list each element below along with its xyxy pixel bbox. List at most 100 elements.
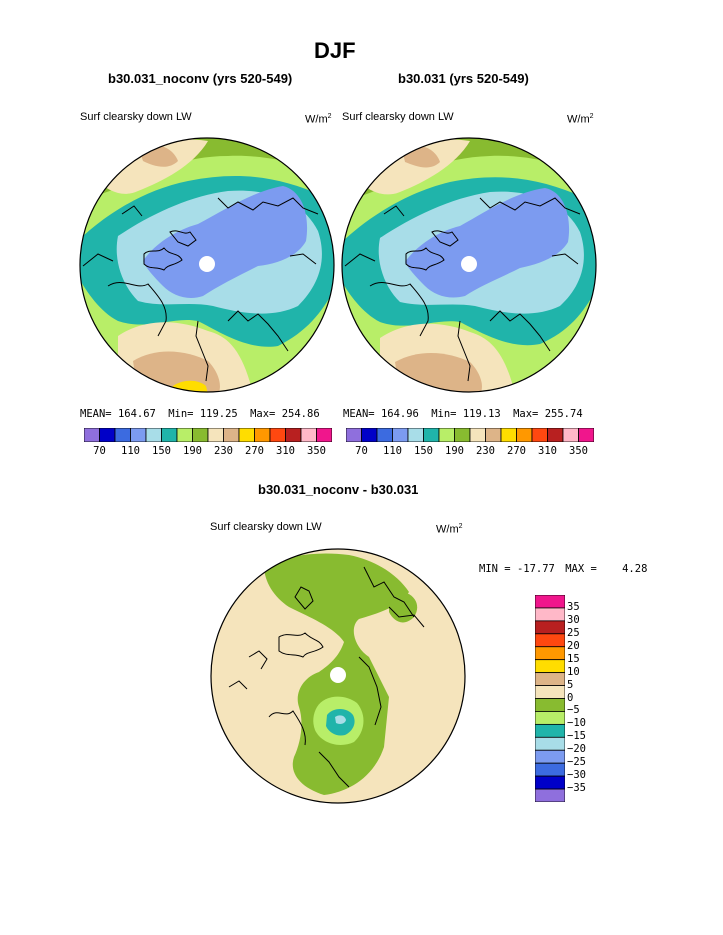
pole-marker	[461, 256, 477, 272]
panel2-stats: MEAN= 164.96 Min= 119.13 Max= 255.74	[343, 408, 583, 420]
colorbar-swatch	[535, 711, 565, 725]
colorbar-swatch	[84, 428, 100, 442]
colorbar-swatch	[535, 736, 565, 751]
colorbar-tick-label: −5	[567, 704, 580, 717]
map-region-blue	[143, 186, 308, 298]
colorbar-swatch	[535, 620, 565, 635]
colorbar-swatch	[207, 428, 224, 442]
colorbar-tick-label: 70	[93, 445, 106, 457]
colorbar-swatch	[361, 428, 378, 442]
colorbar-tick-label: −15	[567, 730, 586, 743]
colorbar-swatch	[535, 595, 565, 609]
map-region-cyan	[335, 715, 346, 724]
diff-variable-label: Surf clearsky down LW	[210, 521, 322, 533]
colorbar-swatch	[535, 698, 565, 712]
map-boundary	[79, 137, 335, 393]
coastlines	[228, 566, 425, 788]
panel1-stats: MEAN= 164.67 Min= 119.25 Max= 254.86	[80, 408, 320, 420]
colorbar-swatch	[535, 775, 565, 790]
colorbar-tick-label: 20	[567, 639, 580, 652]
colorbar-swatch	[161, 428, 178, 442]
colorbar-tick-label: 150	[152, 445, 171, 457]
colorbar-tick-label: 110	[383, 445, 402, 457]
colorbar-tick-label: 270	[245, 445, 264, 457]
colorbar-tick-label: −30	[567, 769, 586, 782]
colorbar-swatch	[238, 428, 255, 442]
coastlines	[344, 197, 581, 382]
colorbar-tick-label: 190	[445, 445, 464, 457]
colorbar-tick-label: −10	[567, 717, 586, 730]
page-title: DJF	[314, 38, 356, 63]
colorbar-swatch	[547, 428, 564, 442]
colorbar-swatch	[535, 749, 565, 764]
diff-units: W/m2	[436, 523, 463, 536]
colorbar-swatch	[423, 428, 440, 442]
colorbar-tick-label: 350	[569, 445, 588, 457]
colorbar-tick-label: −35	[567, 782, 586, 795]
map-boundary	[210, 548, 466, 804]
colorbar-swatch	[376, 428, 393, 442]
colorbar-swatch	[535, 633, 565, 648]
colorbar-swatch	[454, 428, 471, 442]
panel1-run-title: b30.031_noconv (yrs 520-549)	[108, 71, 293, 86]
colorbar-tick-label: 70	[355, 445, 368, 457]
colorbar-swatch	[535, 646, 565, 661]
colorbar-swatch	[535, 659, 565, 674]
colorbar-swatch	[192, 428, 209, 442]
colorbar-swatch	[516, 428, 533, 442]
pole-marker	[199, 256, 215, 272]
colorbar-tick-label: 5	[567, 678, 574, 691]
colorbar-swatch	[114, 428, 131, 442]
panel1-polar-map	[79, 137, 335, 393]
colorbar-tick-label: 10	[567, 665, 580, 678]
colorbar-swatch	[535, 672, 565, 686]
colorbar-swatch	[269, 428, 286, 442]
colorbar-swatch	[99, 428, 116, 442]
panel1-colorbar	[84, 428, 332, 442]
colorbar-swatch	[485, 428, 502, 442]
colorbar-swatch	[535, 607, 565, 622]
coastlines	[82, 197, 319, 382]
colorbar-swatch	[562, 428, 579, 442]
map-region-blue	[405, 188, 570, 298]
colorbar-swatch	[531, 428, 548, 442]
colorbar-swatch	[407, 428, 424, 442]
colorbar-swatch	[392, 428, 409, 442]
colorbar-swatch	[285, 428, 302, 442]
diff-minmax: MIN = -17.77 MAX = 4.28	[479, 563, 648, 575]
panel1-colorbar-labels: 70 110 150 190 230 270 310 350	[84, 445, 332, 459]
colorbar-swatch	[469, 428, 486, 442]
colorbar-tick-label: 110	[121, 445, 140, 457]
map-boundary	[341, 137, 597, 393]
diff-polar-map	[210, 548, 466, 804]
colorbar-swatch	[535, 762, 565, 777]
colorbar-swatch	[346, 428, 362, 442]
colorbar-tick-label: 230	[476, 445, 495, 457]
colorbar-swatch	[254, 428, 271, 442]
colorbar-swatch	[535, 723, 565, 738]
colorbar-tick-label: 0	[567, 691, 574, 704]
colorbar-tick-label: 30	[567, 613, 580, 626]
colorbar-tick-label: 190	[183, 445, 202, 457]
diff-colorbar-labels: 35 30 25 20 15 10 5 0 −5 −10 −15 −20 −25 −30 −35	[567, 595, 607, 802]
colorbar-swatch	[500, 428, 517, 442]
colorbar-swatch	[535, 788, 565, 802]
panel2-run-title: b30.031 (yrs 520-549)	[398, 71, 529, 86]
panel1-variable-label: Surf clearsky down LW	[80, 111, 192, 123]
colorbar-tick-label: 310	[538, 445, 557, 457]
panel1-units: W/m2	[305, 113, 332, 126]
colorbar-tick-label: 150	[414, 445, 433, 457]
panel2-units: W/m2	[567, 113, 594, 126]
colorbar-tick-label: −20	[567, 743, 586, 756]
colorbar-swatch	[145, 428, 162, 442]
colorbar-tick-label: 35	[567, 600, 580, 613]
colorbar-swatch	[438, 428, 455, 442]
diff-title: b30.031_noconv - b30.031	[258, 482, 419, 497]
pole-marker	[330, 667, 346, 683]
colorbar-tick-label: 230	[214, 445, 233, 457]
panel2-polar-map	[341, 137, 597, 393]
diff-colorbar	[535, 595, 565, 802]
colorbar-swatch	[176, 428, 193, 442]
colorbar-tick-label: 25	[567, 626, 580, 639]
colorbar-swatch	[316, 428, 332, 442]
